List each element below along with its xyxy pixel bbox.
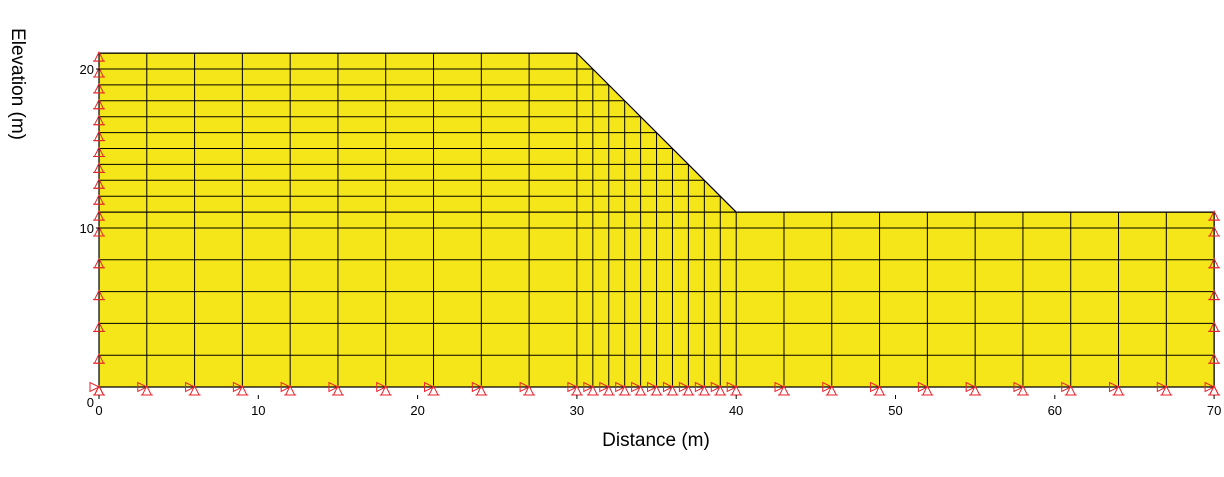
roller-support-marker: [1013, 381, 1025, 393]
y-axis-title: Elevation (m): [7, 28, 28, 140]
roller-support-marker: [774, 381, 786, 393]
roller-support-marker: [678, 381, 690, 393]
roller-support-marker: [1109, 381, 1120, 393]
y-tick-label: 10: [80, 221, 94, 236]
x-tick-label: 10: [251, 403, 265, 418]
roller-support-marker: [424, 381, 435, 393]
roller-support-marker: [1156, 381, 1168, 393]
roller-support-marker: [89, 381, 101, 393]
y-tick-label: 0: [87, 395, 94, 410]
x-tick-label: 60: [1048, 403, 1062, 418]
roller-support-marker: [1204, 381, 1216, 393]
roller-support-marker: [471, 381, 483, 393]
roller-support-marker: [726, 381, 738, 393]
roller-support-marker: [599, 381, 610, 393]
y-tick-label: 20: [80, 62, 94, 77]
roller-support-marker: [137, 381, 148, 393]
roller-support-marker: [710, 381, 722, 393]
roller-support-marker: [232, 381, 244, 393]
x-axis-title: Distance (m): [602, 430, 710, 451]
roller-support-marker: [583, 381, 594, 393]
x-tick-label: 40: [729, 403, 743, 418]
roller-support-marker: [631, 381, 642, 393]
roller-support-marker: [185, 381, 196, 393]
mesh-grid: [98, 52, 1215, 388]
roller-support-marker: [965, 381, 977, 393]
x-tick-label: 30: [570, 403, 584, 418]
roller-support-marker: [328, 381, 340, 393]
x-tick-label: 70: [1207, 403, 1221, 418]
boundary-supports: [89, 50, 1221, 396]
roller-support-marker: [615, 381, 626, 393]
roller-support-marker: [822, 381, 833, 393]
roller-support-marker: [870, 381, 881, 393]
roller-support-marker: [519, 381, 531, 393]
roller-support-marker: [1061, 381, 1072, 393]
x-tick-label: 50: [888, 403, 902, 418]
roller-support-marker: [376, 381, 387, 393]
x-tick-label: 0: [95, 403, 102, 418]
roller-support-marker: [917, 381, 929, 393]
axis-ticks: 0 10 20 30 40 50 60 70 0 10 20: [80, 62, 1222, 418]
roller-support-marker: [647, 381, 658, 393]
roller-support-marker: [694, 381, 706, 393]
roller-support-marker: [280, 381, 292, 393]
roller-support-marker: [567, 381, 579, 393]
roller-support-marker: [662, 381, 674, 393]
x-tick-label: 20: [410, 403, 424, 418]
